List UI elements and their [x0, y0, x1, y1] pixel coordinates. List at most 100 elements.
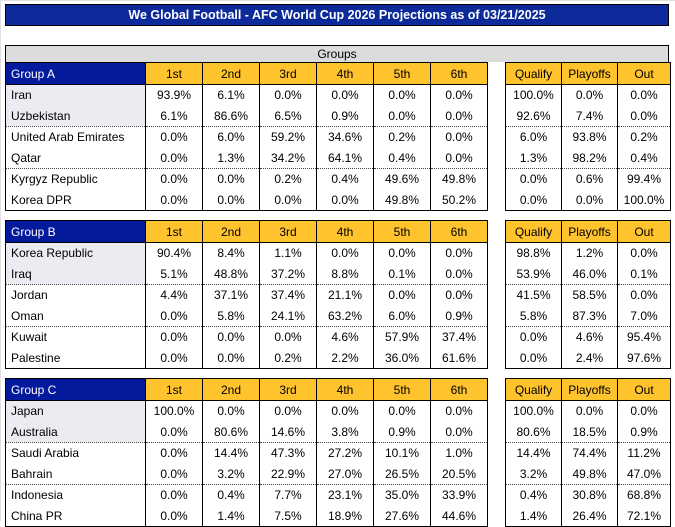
outcome-probability-cell: 0.0% [505, 326, 562, 348]
position-probability-cell: 0.0% [373, 105, 431, 127]
position-probability-cell: 6.5% [259, 105, 317, 127]
outcome-probability-cell: 99.4% [617, 168, 671, 190]
outcome-probability-cell: 98.8% [505, 242, 562, 264]
position-probability-cell: 21.1% [316, 284, 374, 306]
position-header-cell: 1st [145, 62, 203, 85]
team-name-cell: Uzbekistan [5, 105, 146, 127]
outcome-probability-cell: 0.0% [505, 168, 562, 190]
position-probability-cell: 0.0% [145, 421, 203, 443]
outcome-row: 6.0% 93.8% 0.2% [505, 126, 671, 148]
position-probability-cell: 0.0% [145, 484, 203, 506]
position-probability-cell: 1.4% [202, 505, 260, 527]
team-name-cell: Korea DPR [5, 189, 146, 211]
position-probability-cell: 0.0% [316, 242, 374, 264]
table-gap [488, 62, 505, 211]
outcome-header-cell: Qualify [505, 378, 562, 401]
team-name-cell: Kuwait [5, 326, 146, 348]
position-probability-cell: 57.9% [373, 326, 431, 348]
outcome-row: 98.8% 1.2% 0.0% [505, 242, 671, 264]
outcome-probability-cell: 1.4% [505, 505, 562, 527]
position-probability-cell: 2.2% [316, 347, 374, 369]
outcome-probability-cell: 0.0% [505, 189, 562, 211]
position-probability-cell: 22.9% [259, 463, 317, 485]
team-name-cell: China PR [5, 505, 146, 527]
team-row: Australia 0.0% 80.6% 14.6% 3.8% 0.9% 0.0% [5, 421, 488, 443]
position-probability-cell: 0.0% [259, 189, 317, 211]
outcome-probability-cell: 14.4% [505, 442, 562, 464]
group-name-cell: Group B [5, 220, 146, 243]
position-probability-cell: 0.0% [202, 326, 260, 348]
position-header-cell: 2nd [202, 62, 260, 85]
outcome-row: 92.6% 7.4% 0.0% [505, 105, 671, 127]
position-probability-cell: 0.2% [373, 126, 431, 148]
outcome-probability-cell: 98.2% [561, 147, 618, 169]
position-probability-cell: 4.4% [145, 284, 203, 306]
position-probability-cell: 5.1% [145, 263, 203, 285]
outcome-header-cell: Playoffs [561, 220, 618, 243]
position-probability-cell: 93.9% [145, 84, 203, 106]
team-name-cell: Bahrain [5, 463, 146, 485]
position-header-cell: 4th [316, 378, 374, 401]
outcome-row: 1.4% 26.4% 72.1% [505, 505, 671, 527]
outcome-probability-cell: 100.0% [505, 400, 562, 422]
team-name-cell: Korea Republic [5, 242, 146, 264]
team-name-cell: Oman [5, 305, 146, 327]
position-probability-cell: 37.2% [259, 263, 317, 285]
position-header-cell: 4th [316, 220, 374, 243]
outcome-probability-cell: 4.6% [561, 326, 618, 348]
outcome-probability-cell: 47.0% [617, 463, 671, 485]
outcome-row: 41.5% 58.5% 0.0% [505, 284, 671, 306]
table-gap [488, 378, 505, 527]
team-name-cell: Japan [5, 400, 146, 422]
outcome-probability-cell: 26.4% [561, 505, 618, 527]
outcome-probability-cell: 0.9% [617, 421, 671, 443]
position-probability-cell: 8.4% [202, 242, 260, 264]
position-probability-cell: 0.0% [373, 242, 431, 264]
position-probability-cell: 0.9% [430, 305, 488, 327]
position-probability-cell: 5.8% [202, 305, 260, 327]
position-probability-cell: 0.0% [145, 463, 203, 485]
outcome-probability-cell: 0.6% [561, 168, 618, 190]
position-probability-cell: 37.4% [430, 326, 488, 348]
team-row: Iraq 5.1% 48.8% 37.2% 8.8% 0.1% 0.0% [5, 263, 488, 285]
outcome-probability-cell: 7.4% [561, 105, 618, 127]
team-row: Saudi Arabia 0.0% 14.4% 47.3% 27.2% 10.1% 1.0% [5, 442, 488, 464]
position-probability-cell: 0.0% [430, 105, 488, 127]
position-probability-cell: 7.7% [259, 484, 317, 506]
position-probability-cell: 3.2% [202, 463, 260, 485]
outcome-row: 53.9% 46.0% 0.1% [505, 263, 671, 285]
position-probability-cell: 1.0% [430, 442, 488, 464]
team-name-cell: Palestine [5, 347, 146, 369]
position-probability-cell: 7.5% [259, 505, 317, 527]
group-table-c: Group C 1st 2nd 3rd 4th 5th 6th Japan 100.0% 0.0%… [5, 378, 671, 527]
position-probability-cell: 63.2% [316, 305, 374, 327]
outcome-probability-cell: 0.0% [617, 284, 671, 306]
outcome-row: 0.4% 30.8% 68.8% [505, 484, 671, 506]
position-probability-cell: 0.0% [259, 400, 317, 422]
team-name-cell: Qatar [5, 147, 146, 169]
group-name-cell: Group C [5, 378, 146, 401]
outcome-probability-cell: 0.0% [561, 400, 618, 422]
team-name-cell: United Arab Emirates [5, 126, 146, 148]
position-probability-cell: 4.6% [316, 326, 374, 348]
outcome-probability-cell: 0.0% [617, 242, 671, 264]
team-row: Bahrain 0.0% 3.2% 22.9% 27.0% 26.5% 20.5% [5, 463, 488, 485]
team-name-cell: Jordan [5, 284, 146, 306]
outcome-row: 0.0% 0.6% 99.4% [505, 168, 671, 190]
position-probability-cell: 34.2% [259, 147, 317, 169]
position-probability-cell: 0.4% [373, 147, 431, 169]
outcome-probability-cell: 6.0% [505, 126, 562, 148]
outcome-probability-cell: 95.4% [617, 326, 671, 348]
position-probability-cell: 0.0% [430, 263, 488, 285]
outcome-row: 0.0% 0.0% 100.0% [505, 189, 671, 211]
outcome-probability-cell: 1.2% [561, 242, 618, 264]
outcome-probability-cell: 0.2% [617, 126, 671, 148]
outcome-probability-cell: 0.4% [505, 484, 562, 506]
group-table-a: Group A 1st 2nd 3rd 4th 5th 6th Iran 93.9% 6.1% 0.… [5, 62, 671, 211]
position-probability-cell: 27.2% [316, 442, 374, 464]
position-probability-cell: 0.0% [202, 400, 260, 422]
outcome-probability-cell: 87.3% [561, 305, 618, 327]
team-name-cell: Iraq [5, 263, 146, 285]
position-probability-cell: 14.4% [202, 442, 260, 464]
